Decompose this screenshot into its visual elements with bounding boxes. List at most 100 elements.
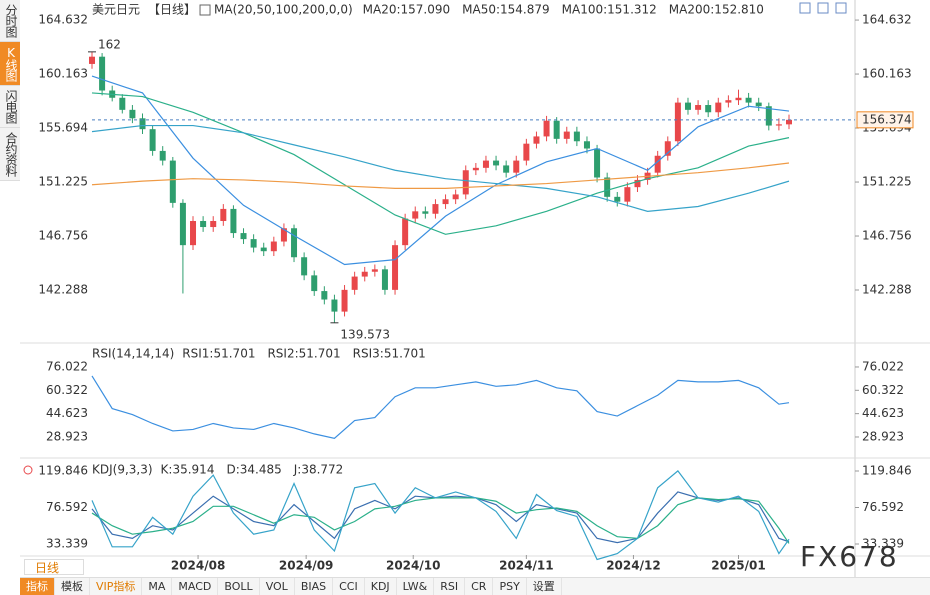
candle-body bbox=[533, 136, 540, 144]
candle-body bbox=[179, 202, 186, 246]
y-tick-label: 33.339 bbox=[46, 536, 88, 550]
side-tab[interactable]: 合约资料 bbox=[0, 128, 20, 181]
y-tick-label: 76.592 bbox=[46, 500, 88, 514]
candle-body bbox=[442, 199, 449, 205]
toolbar-tab[interactable]: CCI bbox=[333, 578, 365, 595]
indicator-label: D:34.485 bbox=[226, 463, 281, 477]
toolbar-tab[interactable]: MACD bbox=[172, 578, 219, 595]
indicator-label: K:35.914 bbox=[161, 463, 215, 477]
candle-body bbox=[331, 299, 338, 312]
candle-body bbox=[371, 269, 378, 272]
candle-body bbox=[684, 102, 691, 110]
indicator-line bbox=[91, 162, 790, 189]
toolbar-tab[interactable]: VIP指标 bbox=[90, 578, 143, 595]
toolbar-tab[interactable]: RSI bbox=[434, 578, 466, 595]
period-select[interactable]: 日线 bbox=[24, 559, 84, 575]
toolbar-tab[interactable]: KDJ bbox=[365, 578, 397, 595]
toolbar-tab[interactable]: MA bbox=[142, 578, 173, 595]
indicator-line bbox=[91, 124, 790, 212]
toolbar-tab[interactable]: 设置 bbox=[527, 578, 562, 595]
candle-body bbox=[775, 124, 782, 126]
side-tab[interactable]: K线图 bbox=[0, 42, 20, 86]
indicator-line bbox=[91, 75, 790, 266]
candle-body bbox=[634, 179, 641, 188]
candle-body bbox=[573, 131, 580, 142]
indicator-label: MA200:152.810 bbox=[669, 3, 764, 17]
candle-body bbox=[250, 239, 257, 248]
min-label: 139.573 bbox=[340, 327, 390, 341]
indicator-label: 【日线】 bbox=[148, 3, 196, 17]
candle-body bbox=[402, 218, 409, 246]
candle-body bbox=[513, 160, 520, 173]
kdj-icon bbox=[23, 465, 33, 475]
side-tab[interactable]: 分时图 bbox=[0, 0, 20, 42]
candle-body bbox=[482, 160, 489, 168]
candle-body bbox=[301, 257, 308, 276]
indicator-label: KDJ(9,3,3) bbox=[92, 463, 153, 477]
y-tick-label: 164.632 bbox=[862, 13, 912, 27]
candle-body bbox=[351, 276, 358, 290]
candle-body bbox=[705, 105, 712, 113]
candle-body bbox=[280, 228, 287, 242]
candle-body bbox=[462, 170, 469, 195]
candle-body bbox=[786, 119, 792, 125]
candle-body bbox=[89, 56, 95, 64]
setting-icon bbox=[199, 4, 211, 16]
candle-body bbox=[119, 97, 126, 110]
toolbar-tab[interactable]: 模板 bbox=[55, 578, 90, 595]
candle-body bbox=[725, 100, 732, 103]
toolbar-tab[interactable]: PSY bbox=[493, 578, 527, 595]
tool-icon bbox=[799, 2, 811, 14]
toolbar-tab[interactable]: VOL bbox=[260, 578, 295, 595]
candle-body bbox=[139, 118, 146, 130]
toolbar-tab[interactable]: BIAS bbox=[295, 578, 334, 595]
toolbar-tab[interactable]: BOLL bbox=[218, 578, 260, 595]
x-tick-label: 2024/08 bbox=[171, 559, 225, 573]
y-tick-label: 155.694 bbox=[38, 121, 88, 135]
indicator-label: MA50:154.879 bbox=[462, 3, 550, 17]
candle-body bbox=[472, 167, 479, 171]
x-tick-label: 2024/09 bbox=[279, 559, 333, 573]
candle-body bbox=[149, 129, 156, 151]
watermark: FX678 bbox=[800, 540, 899, 573]
candle-body bbox=[755, 102, 762, 107]
y-tick-label: 33.339 bbox=[862, 536, 904, 550]
candle-body bbox=[169, 160, 176, 203]
candle-body bbox=[321, 291, 328, 300]
indicator-label: RSI(14,14,14) bbox=[92, 347, 174, 361]
candle-body bbox=[159, 150, 166, 161]
x-tick-label: 2024/11 bbox=[499, 559, 553, 573]
toolbar: 指标 模板 VIP指标 MA MACD BOLL VOL BIAS CCI KDJ LW& RSI CR… bbox=[20, 577, 930, 595]
candle-body bbox=[715, 102, 722, 113]
candle-body bbox=[664, 141, 671, 156]
y-tick-label: 28.923 bbox=[862, 429, 904, 443]
last-price-box bbox=[856, 111, 914, 129]
y-tick-label: 142.288 bbox=[38, 283, 88, 297]
candle-body bbox=[361, 271, 368, 277]
y-tick-label: 76.592 bbox=[862, 500, 904, 514]
candle-body bbox=[695, 105, 702, 110]
candle-body bbox=[220, 208, 227, 221]
candle-body bbox=[674, 102, 681, 142]
indicator-line bbox=[91, 92, 790, 235]
candle-body bbox=[765, 106, 772, 126]
sidebar: 分时图 K线图 闪电图 合约资料 bbox=[0, 0, 20, 181]
side-tab[interactable]: 闪电图 bbox=[0, 86, 20, 128]
candle-body bbox=[210, 220, 217, 228]
indicator-line bbox=[91, 375, 790, 440]
toolbar-tab[interactable]: LW& bbox=[397, 578, 435, 595]
indicator-label: RSI3:51.701 bbox=[353, 347, 426, 361]
toolbar-tab[interactable]: CR bbox=[465, 578, 494, 595]
x-tick-label: 2025/01 bbox=[711, 559, 765, 573]
indicator-label: MA(20,50,100,200,0,0) bbox=[214, 3, 353, 17]
max-label: 162 bbox=[98, 37, 121, 51]
candle-body bbox=[381, 269, 388, 290]
toolbar-tab[interactable]: 指标 bbox=[20, 578, 55, 595]
candle-body bbox=[553, 120, 560, 139]
candle-body bbox=[583, 141, 590, 149]
y-tick-label: 160.163 bbox=[38, 67, 88, 81]
y-tick-label: 76.022 bbox=[46, 359, 88, 373]
candle-body bbox=[200, 220, 207, 228]
y-tick-label: 142.288 bbox=[862, 283, 912, 297]
